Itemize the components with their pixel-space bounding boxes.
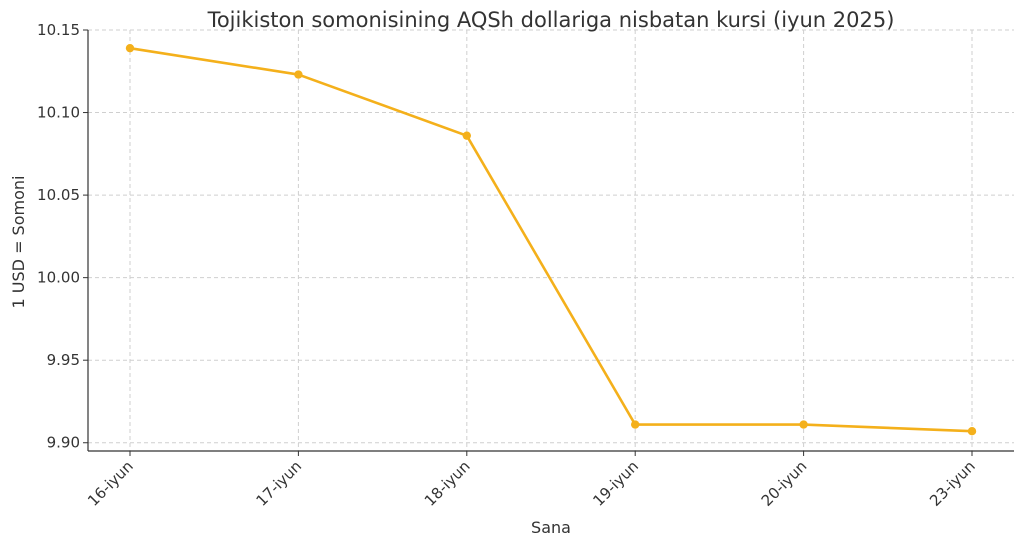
grid — [88, 29, 1014, 451]
x-tick-label: 20-iyun — [758, 457, 811, 510]
data-point — [799, 420, 808, 429]
data-point — [294, 70, 303, 79]
y-tick-label: 10.00 — [37, 269, 80, 287]
axes — [87, 30, 1014, 452]
y-axis-label: 1 USD = Somoni — [9, 176, 28, 309]
y-tick-label: 9.95 — [47, 351, 80, 369]
y-tick-label: 9.90 — [47, 434, 80, 452]
x-tick-label: 19-iyun — [589, 457, 642, 510]
y-tick-label: 10.10 — [37, 104, 80, 122]
x-tick-label: 16-iyun — [84, 457, 137, 510]
data-point — [631, 420, 640, 429]
data-point — [125, 43, 135, 53]
y-ticks: 9.90 9.95 10.00 10.05 10.10 10.15 — [37, 21, 88, 452]
data-point — [462, 131, 471, 140]
x-tick-label: 18-iyun — [421, 457, 474, 510]
chart-title: Tojikiston somonisining AQSh dollariga n… — [207, 8, 895, 32]
data-point — [967, 426, 977, 436]
x-tick-label: 23-iyun — [926, 457, 979, 510]
series — [125, 43, 977, 436]
y-tick-label: 10.05 — [37, 186, 80, 204]
y-tick-label: 10.15 — [37, 21, 80, 39]
x-axis-label: Sana — [531, 518, 571, 537]
x-ticks: 16-iyun 17-iyun 18-iyun 19-iyun 20-iyun 23-iy… — [84, 451, 979, 510]
series-line — [128, 46, 974, 433]
x-tick-label: 17-iyun — [253, 457, 306, 510]
